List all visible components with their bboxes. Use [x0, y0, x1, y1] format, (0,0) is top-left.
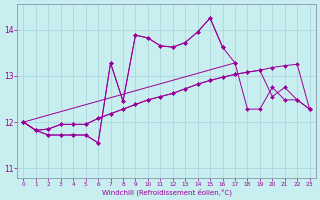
X-axis label: Windchill (Refroidissement éolien,°C): Windchill (Refroidissement éolien,°C): [101, 188, 232, 196]
